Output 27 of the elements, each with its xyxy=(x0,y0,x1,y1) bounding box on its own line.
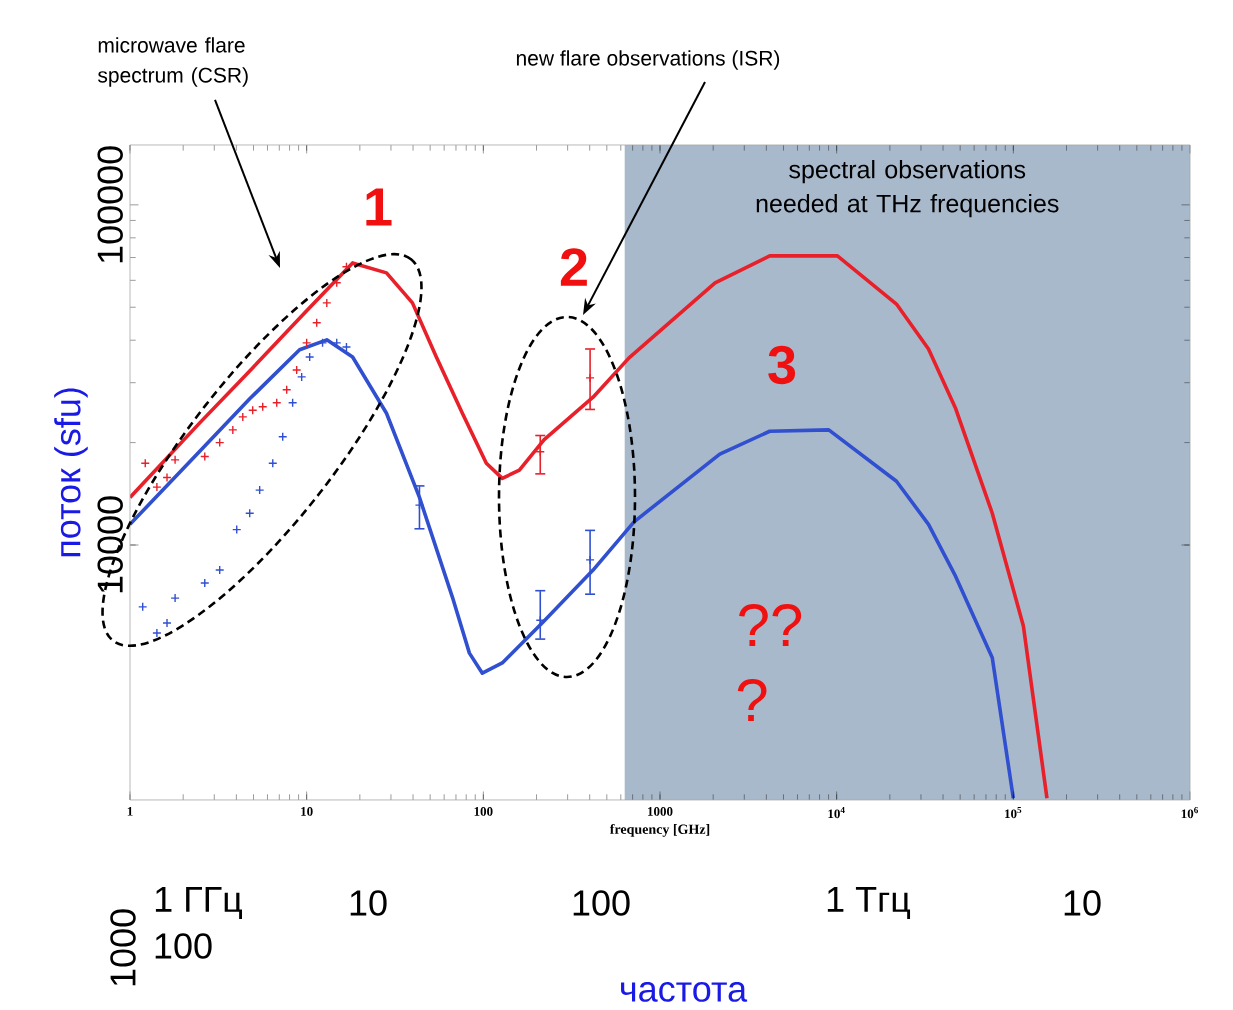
text: microwave flare spectrum (CSR) xyxy=(98,37,248,87)
y-tick-label: 10000 xyxy=(97,496,123,593)
text: new flare observations (ISR) xyxy=(516,50,780,70)
x-axis-title: frequency [GHz] xyxy=(609,823,710,837)
text: 1000 xyxy=(110,909,136,986)
y-axis-title: поток (sfu) xyxy=(54,388,88,557)
text: 10 xyxy=(1064,890,1101,916)
text: частота xyxy=(621,982,748,1002)
annotation: 1 xyxy=(366,188,392,226)
text: 1 ГГц xyxy=(155,887,242,919)
text: 10 xyxy=(350,890,387,916)
x-tick-label: 10$^{4}$ xyxy=(828,807,845,819)
x-tick-label: 100 xyxy=(474,807,493,816)
annotation: ?? xyxy=(739,604,802,646)
text: 1 Тгц xyxy=(827,887,911,919)
text: 100 xyxy=(573,890,630,916)
x-tick-label: 1000 xyxy=(648,807,673,816)
text: 100 xyxy=(155,933,212,959)
x-tick-label: 10 xyxy=(301,807,313,816)
annotation: 3 xyxy=(768,345,796,385)
annotation: ? xyxy=(737,679,767,721)
y-tick-label: 100000 xyxy=(97,146,123,263)
x-tick-label: 1 xyxy=(127,807,133,816)
annotation: 2 xyxy=(560,248,587,286)
x-tick-label: 10$^{5}$ xyxy=(1005,807,1022,819)
band-label: spectral observations needed at THz frequencies xyxy=(756,160,1059,218)
x-tick-label: 10$^{6}$ xyxy=(1181,807,1199,819)
